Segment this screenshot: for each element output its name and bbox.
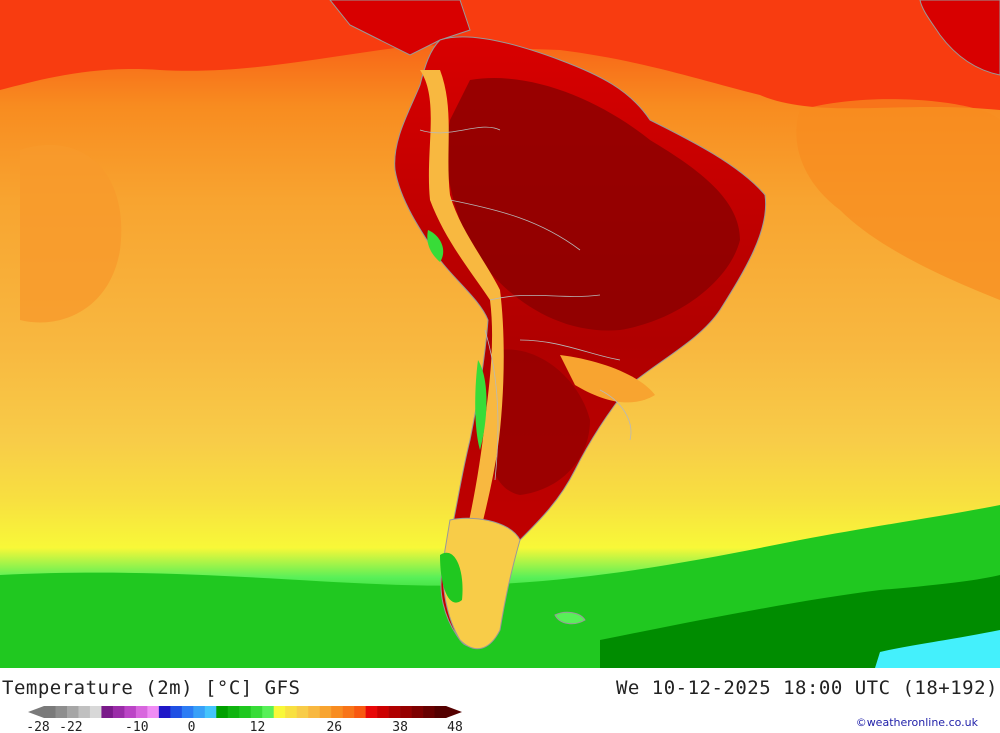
falklands-islands [554, 611, 586, 625]
colorbar-cell [250, 706, 263, 718]
patagonia-green [440, 552, 463, 603]
argentina-hot-core [488, 349, 590, 495]
colorbar-cell [158, 706, 171, 718]
colorbar-tick-label: -22 [59, 720, 82, 733]
colorbar-cell [423, 706, 435, 718]
rio-plata-band [560, 355, 655, 403]
valid-time: We 10-12-2025 18:00 UTC (18+192) [615, 677, 998, 699]
colorbar-cell [285, 706, 297, 718]
north-america-land [919, 0, 1000, 76]
map-footer: Temperature (2m) [°C] GFS We 10-12-2025 … [0, 668, 1000, 733]
colorbar-tick-label: 38 [392, 720, 408, 733]
colorbar-tick-label: -10 [125, 720, 148, 733]
colorbar-cell [193, 706, 206, 718]
colorbar-cell [411, 706, 424, 718]
southern-dark-green [600, 575, 1000, 668]
map-title: Temperature (2m) [°C] GFS [2, 677, 301, 699]
andes-cool-strip [420, 70, 504, 575]
colorbar-cell [44, 706, 56, 718]
colorbar-cell [181, 706, 194, 718]
cold-cyan-patch [875, 630, 1000, 668]
colorbar-cell [400, 706, 412, 718]
colorbar-cell [227, 706, 240, 718]
colorbar-cell [55, 706, 68, 718]
colorbar-cell [170, 706, 183, 718]
colorbar-cell [89, 706, 102, 718]
colorbar-cell [388, 706, 401, 718]
colorbar-cell [377, 706, 389, 718]
colorbar-cell [262, 706, 275, 718]
colorbar-cell [147, 706, 160, 718]
colorbar-cell [296, 706, 309, 718]
colorbar-cell [135, 706, 148, 718]
colorbar-cell [365, 706, 378, 718]
colorbar-high-arrow [446, 706, 462, 718]
colorbar-tick-label: -28 [26, 720, 49, 733]
andes-green-patch-central [475, 360, 487, 450]
atlantic-warm-pocket [796, 99, 1000, 300]
colorbar-cell [78, 706, 91, 718]
colorbar-cell [239, 706, 252, 718]
colorbar-cell [124, 706, 137, 718]
colorbar-tick-label: 0 [188, 720, 196, 733]
colorbar-cell [112, 706, 125, 718]
pacific-cool-pocket [20, 144, 122, 323]
colorbar-tick-label: 26 [326, 720, 342, 733]
credit-link[interactable]: ©weatheronline.co.uk [855, 716, 978, 729]
temperature-map [0, 0, 1000, 668]
central-america-land [329, 0, 471, 56]
colorbar-cell [331, 706, 343, 718]
temperature-colorbar: -28 -22 -10 0 12 26 38 48 [26, 706, 463, 733]
andes-green-patch-north [427, 230, 444, 262]
colorbar-cell [273, 706, 286, 718]
country-borders [419, 126, 632, 481]
colorbar-tick-label: 12 [250, 720, 266, 733]
colorbar-low-arrow [28, 706, 44, 718]
patagonia-land [442, 517, 521, 650]
colorbar-cell [354, 706, 366, 718]
colorbar-cell [434, 706, 447, 718]
colorbar-cell [216, 706, 229, 718]
colorbar-tick-label: 48 [447, 720, 463, 733]
colorbar-cell [308, 706, 320, 718]
colorbar-cell [66, 706, 79, 718]
colorbar-cell [101, 706, 114, 718]
colorbar-cell [319, 706, 332, 718]
colorbar-cell [342, 706, 355, 718]
colorbar-cell [204, 706, 217, 718]
amazon-hot-core [446, 78, 740, 331]
equatorial-warm-band [0, 0, 1000, 110]
